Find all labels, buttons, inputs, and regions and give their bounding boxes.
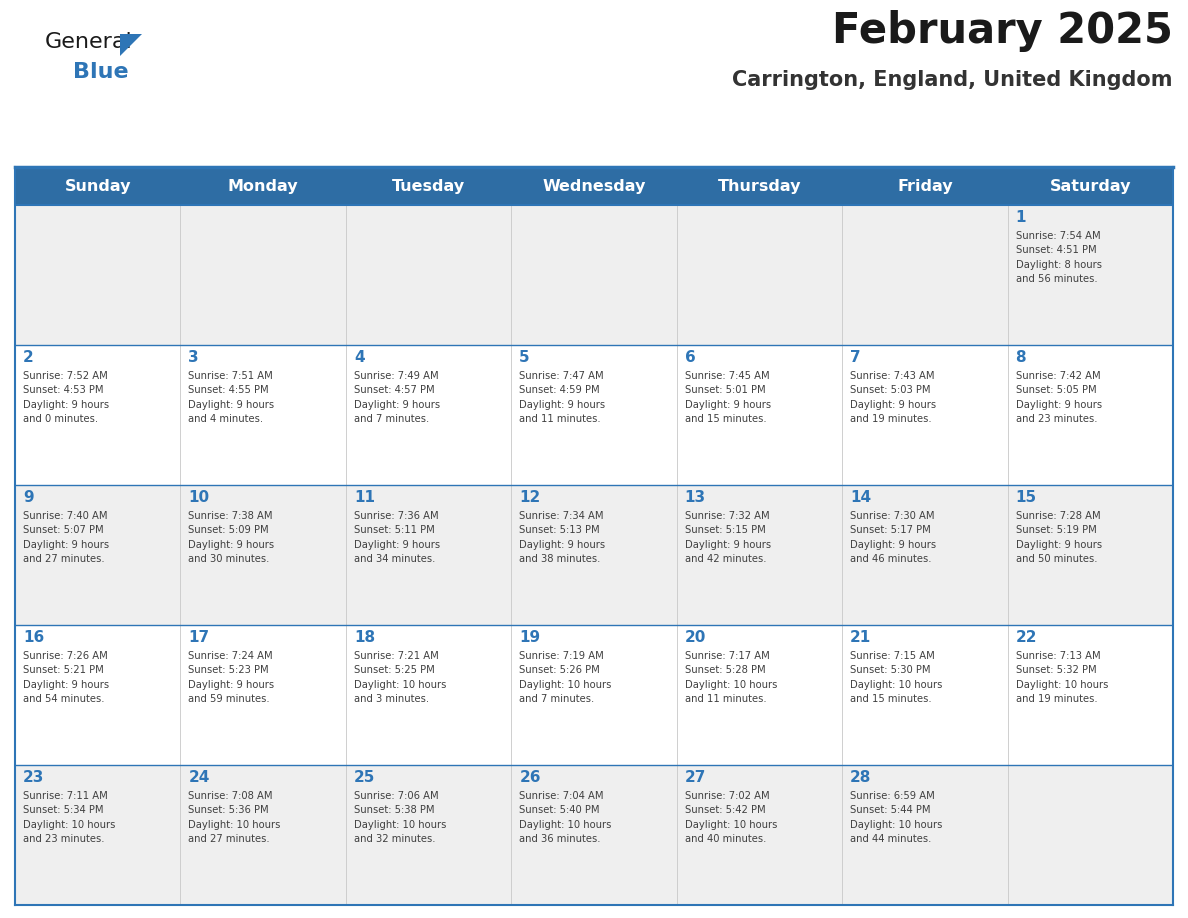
Text: 3: 3 [189,351,200,365]
Text: Sunrise: 7:21 AM
Sunset: 5:25 PM
Daylight: 10 hours
and 3 minutes.: Sunrise: 7:21 AM Sunset: 5:25 PM Dayligh… [354,651,447,704]
Text: General: General [45,32,133,52]
Text: Saturday: Saturday [1049,178,1131,194]
Text: Sunrise: 7:24 AM
Sunset: 5:23 PM
Daylight: 9 hours
and 59 minutes.: Sunrise: 7:24 AM Sunset: 5:23 PM Dayligh… [189,651,274,704]
Text: Sunrise: 7:43 AM
Sunset: 5:03 PM
Daylight: 9 hours
and 19 minutes.: Sunrise: 7:43 AM Sunset: 5:03 PM Dayligh… [851,371,936,424]
Text: Sunrise: 7:34 AM
Sunset: 5:13 PM
Daylight: 9 hours
and 38 minutes.: Sunrise: 7:34 AM Sunset: 5:13 PM Dayligh… [519,511,606,565]
Text: 26: 26 [519,770,541,786]
Polygon shape [120,34,143,56]
Text: Sunrise: 7:04 AM
Sunset: 5:40 PM
Daylight: 10 hours
and 36 minutes.: Sunrise: 7:04 AM Sunset: 5:40 PM Dayligh… [519,791,612,845]
Text: Sunrise: 7:36 AM
Sunset: 5:11 PM
Daylight: 9 hours
and 34 minutes.: Sunrise: 7:36 AM Sunset: 5:11 PM Dayligh… [354,511,440,565]
Text: 22: 22 [1016,631,1037,645]
Text: Sunrise: 7:11 AM
Sunset: 5:34 PM
Daylight: 10 hours
and 23 minutes.: Sunrise: 7:11 AM Sunset: 5:34 PM Dayligh… [23,791,115,845]
Text: Sunrise: 7:47 AM
Sunset: 4:59 PM
Daylight: 9 hours
and 11 minutes.: Sunrise: 7:47 AM Sunset: 4:59 PM Dayligh… [519,371,606,424]
Text: 24: 24 [189,770,210,786]
Text: 25: 25 [354,770,375,786]
Text: Sunrise: 7:45 AM
Sunset: 5:01 PM
Daylight: 9 hours
and 15 minutes.: Sunrise: 7:45 AM Sunset: 5:01 PM Dayligh… [684,371,771,424]
Text: Sunrise: 7:42 AM
Sunset: 5:05 PM
Daylight: 9 hours
and 23 minutes.: Sunrise: 7:42 AM Sunset: 5:05 PM Dayligh… [1016,371,1101,424]
Text: 13: 13 [684,490,706,506]
Text: Sunrise: 6:59 AM
Sunset: 5:44 PM
Daylight: 10 hours
and 44 minutes.: Sunrise: 6:59 AM Sunset: 5:44 PM Dayligh… [851,791,942,845]
Text: Sunrise: 7:28 AM
Sunset: 5:19 PM
Daylight: 9 hours
and 50 minutes.: Sunrise: 7:28 AM Sunset: 5:19 PM Dayligh… [1016,511,1101,565]
Text: 7: 7 [851,351,861,365]
Text: 6: 6 [684,351,695,365]
Text: 9: 9 [23,490,33,506]
Text: 20: 20 [684,631,706,645]
Text: 2: 2 [23,351,33,365]
Text: 12: 12 [519,490,541,506]
Text: 5: 5 [519,351,530,365]
Text: 18: 18 [354,631,375,645]
Text: 10: 10 [189,490,209,506]
Text: Sunrise: 7:15 AM
Sunset: 5:30 PM
Daylight: 10 hours
and 15 minutes.: Sunrise: 7:15 AM Sunset: 5:30 PM Dayligh… [851,651,942,704]
Text: 16: 16 [23,631,44,645]
Text: Sunrise: 7:49 AM
Sunset: 4:57 PM
Daylight: 9 hours
and 7 minutes.: Sunrise: 7:49 AM Sunset: 4:57 PM Dayligh… [354,371,440,424]
Text: Sunrise: 7:54 AM
Sunset: 4:51 PM
Daylight: 8 hours
and 56 minutes.: Sunrise: 7:54 AM Sunset: 4:51 PM Dayligh… [1016,231,1101,285]
Text: Sunrise: 7:17 AM
Sunset: 5:28 PM
Daylight: 10 hours
and 11 minutes.: Sunrise: 7:17 AM Sunset: 5:28 PM Dayligh… [684,651,777,704]
Text: 1: 1 [1016,210,1026,226]
Bar [15,167,1173,205]
Text: Friday: Friday [897,178,953,194]
Bar [15,625,1173,765]
Text: Monday: Monday [228,178,298,194]
Text: Sunrise: 7:38 AM
Sunset: 5:09 PM
Daylight: 9 hours
and 30 minutes.: Sunrise: 7:38 AM Sunset: 5:09 PM Dayligh… [189,511,274,565]
Text: 23: 23 [23,770,44,786]
Text: Sunrise: 7:51 AM
Sunset: 4:55 PM
Daylight: 9 hours
and 4 minutes.: Sunrise: 7:51 AM Sunset: 4:55 PM Dayligh… [189,371,274,424]
Text: Sunrise: 7:08 AM
Sunset: 5:36 PM
Daylight: 10 hours
and 27 minutes.: Sunrise: 7:08 AM Sunset: 5:36 PM Dayligh… [189,791,280,845]
Bar [15,765,1173,905]
Text: Thursday: Thursday [718,178,801,194]
Text: 14: 14 [851,490,871,506]
Text: Sunday: Sunday [64,178,131,194]
Text: Sunrise: 7:32 AM
Sunset: 5:15 PM
Daylight: 9 hours
and 42 minutes.: Sunrise: 7:32 AM Sunset: 5:15 PM Dayligh… [684,511,771,565]
Text: Tuesday: Tuesday [392,178,466,194]
Text: Sunrise: 7:02 AM
Sunset: 5:42 PM
Daylight: 10 hours
and 40 minutes.: Sunrise: 7:02 AM Sunset: 5:42 PM Dayligh… [684,791,777,845]
Text: Sunrise: 7:30 AM
Sunset: 5:17 PM
Daylight: 9 hours
and 46 minutes.: Sunrise: 7:30 AM Sunset: 5:17 PM Dayligh… [851,511,936,565]
Text: 11: 11 [354,490,375,506]
Bar [15,345,1173,485]
Text: Sunrise: 7:19 AM
Sunset: 5:26 PM
Daylight: 10 hours
and 7 minutes.: Sunrise: 7:19 AM Sunset: 5:26 PM Dayligh… [519,651,612,704]
Bar [15,205,1173,345]
Text: Sunrise: 7:06 AM
Sunset: 5:38 PM
Daylight: 10 hours
and 32 minutes.: Sunrise: 7:06 AM Sunset: 5:38 PM Dayligh… [354,791,447,845]
Text: Wednesday: Wednesday [542,178,646,194]
Text: 21: 21 [851,631,871,645]
Text: 4: 4 [354,351,365,365]
Text: Carrington, England, United Kingdom: Carrington, England, United Kingdom [733,70,1173,90]
Text: 27: 27 [684,770,706,786]
Text: Sunrise: 7:13 AM
Sunset: 5:32 PM
Daylight: 10 hours
and 19 minutes.: Sunrise: 7:13 AM Sunset: 5:32 PM Dayligh… [1016,651,1108,704]
Text: Sunrise: 7:52 AM
Sunset: 4:53 PM
Daylight: 9 hours
and 0 minutes.: Sunrise: 7:52 AM Sunset: 4:53 PM Dayligh… [23,371,109,424]
Text: 19: 19 [519,631,541,645]
Text: 15: 15 [1016,490,1037,506]
Text: 28: 28 [851,770,872,786]
Text: February 2025: February 2025 [832,10,1173,52]
Text: Sunrise: 7:40 AM
Sunset: 5:07 PM
Daylight: 9 hours
and 27 minutes.: Sunrise: 7:40 AM Sunset: 5:07 PM Dayligh… [23,511,109,565]
Text: 17: 17 [189,631,209,645]
Text: 8: 8 [1016,351,1026,365]
Bar [15,485,1173,625]
Text: Blue: Blue [72,62,128,82]
Text: Sunrise: 7:26 AM
Sunset: 5:21 PM
Daylight: 9 hours
and 54 minutes.: Sunrise: 7:26 AM Sunset: 5:21 PM Dayligh… [23,651,109,704]
